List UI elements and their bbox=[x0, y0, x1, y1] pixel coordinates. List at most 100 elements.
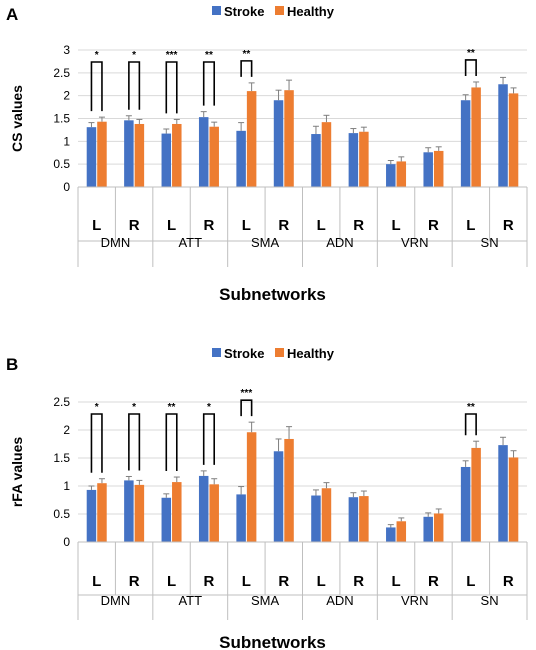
bar-healthy bbox=[396, 161, 407, 187]
group-label: SN bbox=[481, 235, 499, 250]
y-tick-label: 2 bbox=[63, 423, 70, 437]
panel-letter: B bbox=[6, 355, 18, 374]
significance-label: * bbox=[95, 50, 99, 61]
bar-stroke bbox=[460, 100, 471, 187]
legend-swatch-stroke bbox=[212, 6, 221, 15]
significance-bracket bbox=[128, 413, 141, 471]
significance-label: ** bbox=[467, 48, 475, 59]
significance-bracket bbox=[165, 61, 178, 114]
bar-stroke bbox=[386, 527, 396, 542]
legend: Stroke Healthy bbox=[212, 4, 335, 19]
significance-label: * bbox=[207, 402, 211, 413]
significance-bracket bbox=[464, 413, 477, 436]
significance-bracket bbox=[240, 399, 253, 417]
y-tick-label: 1.5 bbox=[53, 451, 70, 465]
x-tick-label: L bbox=[242, 217, 251, 234]
bar-stroke bbox=[198, 117, 209, 187]
x-tick-label: R bbox=[204, 217, 215, 234]
bar-healthy bbox=[359, 496, 369, 542]
bar-healthy bbox=[97, 121, 107, 187]
group-label: DMN bbox=[101, 235, 131, 250]
bar-stroke bbox=[311, 134, 321, 187]
x-tick-label: R bbox=[278, 217, 289, 234]
significance-bracket bbox=[240, 60, 253, 77]
y-tick-label: 1 bbox=[63, 134, 70, 148]
y-tick-label: 1 bbox=[63, 479, 70, 493]
group-label: ATT bbox=[178, 235, 202, 250]
x-tick-label: R bbox=[129, 573, 140, 590]
legend-label-healthy: Healthy bbox=[287, 4, 335, 19]
y-tick-label: 1.5 bbox=[53, 112, 70, 126]
group-label: DMN bbox=[101, 593, 131, 608]
significance-bracket bbox=[464, 59, 477, 76]
significance-label: ** bbox=[467, 402, 475, 413]
y-tick-label: 2.5 bbox=[53, 395, 70, 409]
y-axis-label: CS values bbox=[9, 85, 25, 152]
bar-stroke bbox=[161, 133, 172, 187]
x-tick-label: R bbox=[428, 217, 439, 234]
bar-healthy bbox=[134, 123, 145, 187]
legend-label-healthy: Healthy bbox=[287, 346, 335, 361]
legend-swatch-stroke bbox=[212, 348, 221, 357]
bar-healthy bbox=[172, 482, 182, 542]
bar-healthy bbox=[209, 484, 219, 542]
y-axis-label: rFA values bbox=[9, 437, 25, 508]
significance-bracket bbox=[90, 61, 103, 112]
x-tick-label: L bbox=[391, 217, 400, 234]
x-tick-label: L bbox=[242, 573, 251, 590]
significance-label: ** bbox=[168, 402, 176, 413]
x-tick-label: L bbox=[391, 573, 400, 590]
significance-label: * bbox=[132, 50, 136, 61]
x-tick-label: R bbox=[204, 573, 215, 590]
group-label: ATT bbox=[178, 593, 202, 608]
significance-bracket bbox=[128, 61, 141, 110]
x-tick-label: L bbox=[466, 217, 475, 234]
bar-healthy bbox=[508, 93, 519, 187]
y-tick-label: 0.5 bbox=[53, 507, 70, 521]
bar-healthy bbox=[284, 438, 294, 542]
x-tick-label: R bbox=[353, 573, 364, 590]
x-tick-label: L bbox=[317, 573, 326, 590]
bar-healthy bbox=[508, 457, 519, 542]
bar-stroke bbox=[498, 84, 508, 187]
group-label: SMA bbox=[251, 235, 280, 250]
bar-healthy bbox=[246, 432, 257, 542]
y-tick-label: 0 bbox=[63, 535, 70, 549]
group-label: SN bbox=[481, 593, 499, 608]
bar-stroke bbox=[348, 497, 359, 542]
bar-stroke bbox=[423, 516, 433, 542]
bar-healthy bbox=[321, 488, 332, 542]
x-axis-label: Subnetworks bbox=[219, 633, 326, 650]
x-tick-label: R bbox=[353, 217, 364, 234]
bar-stroke bbox=[86, 127, 97, 187]
x-tick-label: R bbox=[129, 217, 140, 234]
group-label: VRN bbox=[401, 235, 428, 250]
bar-stroke bbox=[273, 451, 284, 542]
group-label: ADN bbox=[326, 593, 353, 608]
bar-stroke bbox=[460, 466, 471, 542]
bar-stroke bbox=[124, 120, 134, 187]
bar-healthy bbox=[321, 122, 332, 187]
significance-label: ** bbox=[205, 50, 213, 61]
significance-label: *** bbox=[241, 388, 253, 399]
panel-letter: A bbox=[6, 5, 18, 24]
x-tick-label: L bbox=[167, 573, 176, 590]
x-tick-label: R bbox=[503, 217, 514, 234]
bar-stroke bbox=[198, 475, 209, 542]
significance-bracket bbox=[202, 413, 216, 465]
x-tick-label: L bbox=[466, 573, 475, 590]
legend-swatch-healthy bbox=[275, 6, 284, 15]
bar-stroke bbox=[311, 495, 321, 542]
legend: Stroke Healthy bbox=[212, 346, 335, 361]
bar-healthy bbox=[433, 150, 444, 187]
bar-healthy bbox=[433, 513, 444, 542]
y-tick-label: 3 bbox=[63, 43, 70, 57]
group-label: VRN bbox=[401, 593, 428, 608]
significance-bracket bbox=[90, 413, 103, 473]
significance-label: * bbox=[95, 402, 99, 413]
x-tick-label: R bbox=[278, 573, 289, 590]
x-tick-label: L bbox=[92, 217, 101, 234]
